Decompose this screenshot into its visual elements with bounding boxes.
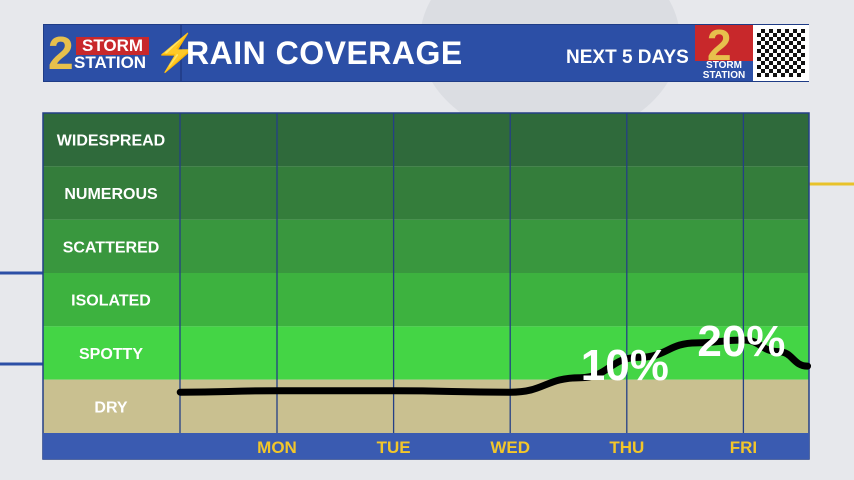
axis-bar (43, 433, 809, 459)
band-scattered (43, 219, 809, 273)
day-label: MON (257, 438, 297, 457)
percent-annotation: 20% (697, 317, 785, 366)
band-numerous (43, 166, 809, 220)
level-label: SPOTTY (79, 346, 143, 363)
band-widespread (43, 113, 809, 167)
band-spotty (43, 326, 809, 380)
lightning-icon: ⚡ (154, 32, 199, 73)
storm-station-logo: 2 STORM STATION ⚡ (44, 25, 199, 81)
logo-number: 2 (48, 27, 74, 79)
badge-text: STORM STATION (695, 61, 753, 81)
percent-annotation: 10% (581, 341, 669, 390)
station-badge: 2 STORM STATION (695, 21, 753, 81)
band-isolated (43, 273, 809, 327)
day-label: FRI (730, 438, 757, 457)
level-label: WIDESPREAD (57, 133, 165, 150)
qr-code[interactable] (753, 25, 809, 81)
header-bar: 2 STORM STATION ⚡ RAIN COVERAGE NEXT 5 D… (43, 21, 809, 82)
level-label: DRY (94, 399, 128, 416)
level-label: ISOLATED (71, 293, 151, 310)
level-label: NUMEROUS (64, 186, 158, 203)
coverage-curve (176, 336, 812, 396)
logo-station: STATION (74, 53, 147, 72)
logo-storm: STORM (76, 37, 150, 55)
page-title: RAIN COVERAGE (186, 35, 463, 71)
day-label: THU (609, 438, 644, 457)
subtitle: NEXT 5 DAYS (566, 47, 689, 68)
day-label: WED (490, 438, 530, 457)
level-label: SCATTERED (63, 239, 160, 256)
day-label: TUE (377, 438, 411, 457)
